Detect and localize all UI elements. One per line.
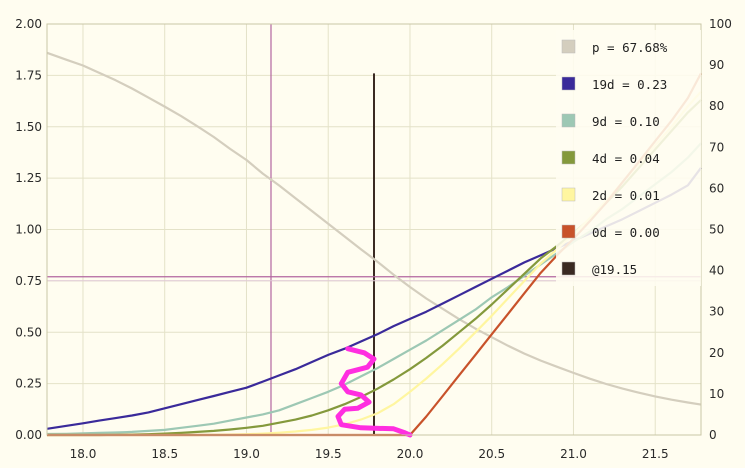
legend-label-1: 19d = 0.23: [592, 77, 667, 92]
y-tick-label-2: 0.50: [15, 325, 42, 339]
y-tick-label-7: 1.75: [15, 68, 42, 82]
y2-tick-label-3: 30: [709, 305, 724, 319]
legend-swatch-6: [561, 261, 576, 276]
y-tick-label-8: 2.00: [15, 17, 42, 31]
x-tick-label-4: 20.0: [397, 447, 424, 461]
legend-swatch-1: [561, 76, 576, 91]
legend-swatch-3: [561, 150, 576, 165]
y-tick-label-6: 1.50: [15, 120, 42, 134]
x-tick-label-7: 21.5: [642, 447, 669, 461]
legend-label-2: 9d = 0.10: [592, 114, 660, 129]
annotation: [335, 346, 413, 438]
y2-tick-label-2: 20: [709, 346, 724, 360]
y2-tick-label-7: 70: [709, 140, 724, 154]
legend-label-5: 0d = 0.00: [592, 225, 660, 240]
y2-tick-label-9: 90: [709, 58, 724, 72]
x-tick-label-2: 19.0: [233, 447, 260, 461]
series-line-0: [46, 51, 702, 406]
legend-swatch-4: [561, 187, 576, 202]
legend-label-4: 2d = 0.01: [592, 188, 660, 203]
y2-tick-label-1: 10: [709, 387, 724, 401]
legend: p = 67.68% 19d = 0.23 9d = 0.10 4d = 0.04 2d…: [556, 30, 701, 286]
y-tick-label-1: 0.25: [15, 377, 42, 391]
legend-swatch-5: [561, 224, 576, 239]
y-tick-label-5: 1.25: [15, 171, 42, 185]
freehand-scribble: [335, 346, 413, 438]
legend-background: [556, 30, 701, 286]
y-tick-label-0: 0.00: [15, 428, 42, 442]
y2-tick-label-5: 50: [709, 223, 724, 237]
legend-label-0: p = 67.68%: [592, 40, 668, 55]
y2-tick-label-10: 100: [709, 17, 732, 31]
y2-tick-label-4: 40: [709, 264, 724, 278]
x-tick-label-5: 20.5: [478, 447, 505, 461]
x-tick-label-3: 19.5: [315, 447, 342, 461]
legend-swatch-2: [561, 113, 576, 128]
x-tick-label-1: 18.5: [151, 447, 178, 461]
y-tick-label-4: 1.00: [15, 223, 42, 237]
y2-tick-label-8: 80: [709, 99, 724, 113]
legend-label-3: 4d = 0.04: [592, 151, 660, 166]
y2-tick-label-6: 60: [709, 181, 724, 195]
legend-label-6: @19.15: [592, 262, 637, 277]
x-tick-label-6: 21.0: [560, 447, 587, 461]
y2-tick-label-0: 0: [709, 428, 717, 442]
x-tick-label-0: 18.0: [70, 447, 97, 461]
y-tick-label-3: 0.75: [15, 274, 42, 288]
legend-swatch-0: [561, 39, 576, 54]
